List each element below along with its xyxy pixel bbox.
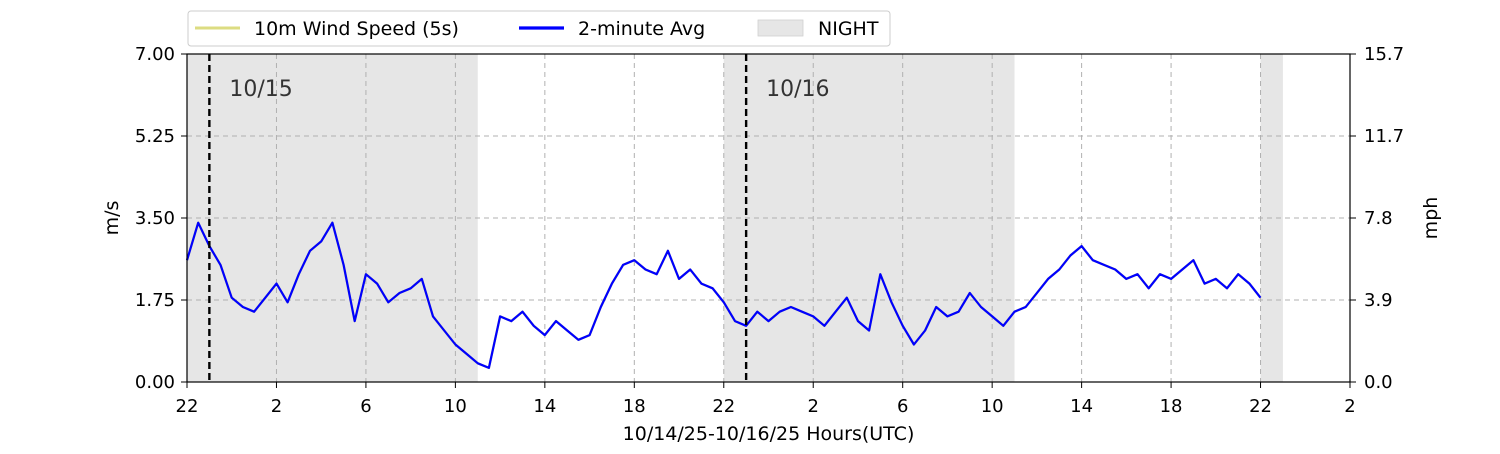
x-tick-label-11: 18 — [1160, 396, 1183, 417]
x-tick-label-9: 10 — [981, 396, 1004, 417]
y-right-tick-label-4: 15.7 — [1364, 44, 1404, 65]
night-shading-layer — [187, 54, 1283, 382]
y-axis-left-label: m/s — [101, 201, 123, 236]
x-tick-label-10: 14 — [1070, 396, 1093, 417]
x-axis-label: 10/14/25-10/16/25 Hours(UTC) — [623, 423, 915, 445]
y-left-tick-label-0: 0.00 — [135, 372, 175, 393]
x-tick-label-5: 18 — [623, 396, 646, 417]
x-tick-label-1: 2 — [271, 396, 282, 417]
x-tick-label-8: 6 — [897, 396, 908, 417]
x-tick-label-4: 14 — [533, 396, 556, 417]
legend-label-1: 2-minute Avg — [578, 18, 705, 40]
y-left-tick-label-1: 1.75 — [135, 290, 175, 311]
day-marker-layer: 10/15 10/16 — [208, 54, 830, 382]
legend-label-2: NIGHT — [818, 18, 879, 40]
legend-label-0: 10m Wind Speed (5s) — [254, 18, 459, 40]
legend: 10m Wind Speed (5s) 2-minute Avg NIGHT — [187, 10, 891, 47]
y-axis-right-label: mph — [1420, 197, 1442, 240]
y-right-tick-label-1: 3.9 — [1364, 290, 1393, 311]
x-tick-label-7: 2 — [808, 396, 819, 417]
series-line-1 — [185, 221, 1262, 369]
x-tick-label-2: 6 — [360, 396, 371, 417]
x-tick-label-0: 22 — [176, 396, 199, 417]
day-label-0: 10/15 — [229, 77, 292, 102]
day-label-1: 10/16 — [766, 77, 829, 102]
x-tick-label-12: 22 — [1249, 396, 1272, 417]
y-right-tick-label-0: 0.0 — [1364, 372, 1393, 393]
x-tick-label-6: 22 — [712, 396, 735, 417]
x-tick-label-3: 10 — [444, 396, 467, 417]
grid-layer — [187, 54, 1350, 382]
y-right-tick-label-2: 7.8 — [1364, 208, 1393, 229]
series-layer — [185, 221, 1262, 370]
y-left-tick-label-3: 5.25 — [135, 126, 175, 147]
axes-layer: 22 2 6 10 14 18 22 2 6 10 14 18 22 20.001.753.505.257… — [135, 44, 1404, 417]
y-left-tick-label-4: 7.00 — [135, 44, 175, 65]
legend-swatch-2 — [757, 19, 804, 37]
y-right-tick-label-3: 11.7 — [1364, 126, 1404, 147]
x-tick-label-13: 2 — [1344, 396, 1355, 417]
y-left-tick-label-2: 3.50 — [135, 208, 175, 229]
